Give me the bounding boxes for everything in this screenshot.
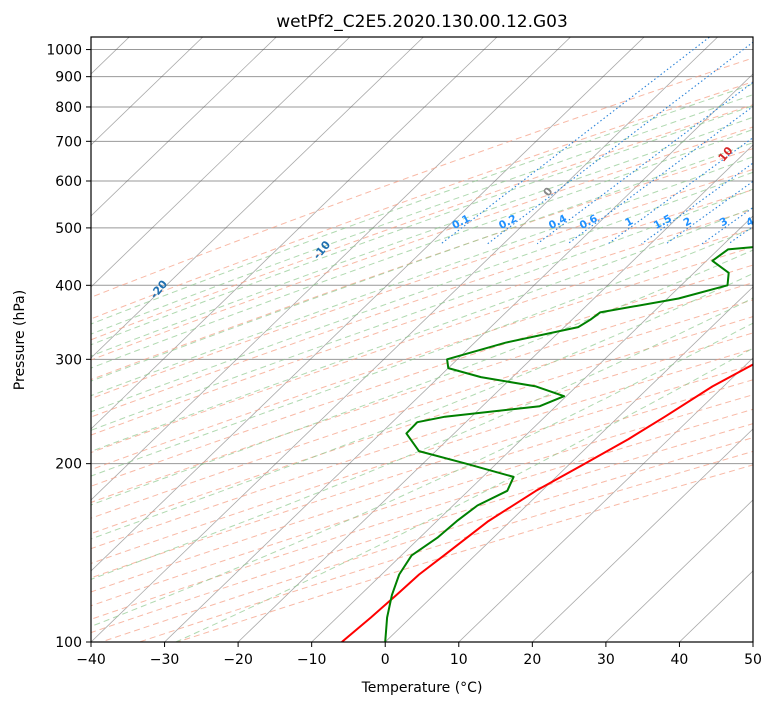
dry-adiabat-line bbox=[91, 246, 753, 471]
dry-adiabat-line bbox=[91, 364, 753, 579]
x-tick-label: 40 bbox=[671, 652, 689, 668]
axes: −40 −30 −20 −10 0 10 20 30 40 50 100 200 300 400 500 60… bbox=[46, 43, 762, 668]
dry-adiabat-line bbox=[91, 104, 753, 341]
isotherm-line bbox=[532, 428, 753, 642]
x-tick-label: −40 bbox=[76, 652, 106, 668]
isotherm-line bbox=[91, 37, 277, 217]
dry-adiabat-line bbox=[91, 332, 753, 550]
moist-adiabat-line bbox=[91, 156, 753, 397]
moist-adiabat-line bbox=[91, 273, 753, 540]
mixing-ratio-line bbox=[641, 162, 753, 245]
isotherm-line bbox=[311, 215, 753, 642]
moist-adiabat-line bbox=[91, 249, 753, 506]
x-tick-label: 0 bbox=[381, 652, 390, 668]
mixing-ratio-line bbox=[665, 180, 753, 245]
dry-adiabat-line bbox=[91, 208, 753, 436]
mixing-ratio-label: 4 bbox=[744, 215, 756, 229]
moist-adiabat-line bbox=[91, 188, 753, 431]
isotherm-line bbox=[605, 499, 753, 642]
moist-adiabat-line bbox=[91, 94, 753, 335]
dry-adiabat-label: 10 bbox=[716, 144, 736, 164]
plot-area bbox=[91, 25, 775, 642]
y-tick-label: 900 bbox=[55, 70, 82, 86]
dry-adiabat-line bbox=[91, 81, 753, 320]
mixing-ratio-label: 0.1 bbox=[450, 213, 472, 232]
y-tick-label: 1000 bbox=[46, 43, 82, 59]
sounding-series bbox=[341, 246, 753, 642]
mixing-ratio-line bbox=[728, 225, 753, 245]
mixing-ratio-line bbox=[440, 37, 711, 245]
isotherm-line bbox=[91, 37, 351, 288]
isotherm-line bbox=[91, 37, 571, 501]
moist-adiabats bbox=[91, 83, 753, 642]
chart-title: wetPf2_C2E5.2020.130.00.12.G03 bbox=[276, 12, 568, 32]
y-tick-label: 500 bbox=[55, 221, 82, 237]
x-tick-label: 30 bbox=[597, 652, 615, 668]
isotherm-line bbox=[237, 144, 753, 642]
dry-adiabat-line bbox=[91, 299, 753, 519]
moist-adiabat-line bbox=[91, 116, 753, 357]
mixing-ratio-line bbox=[487, 41, 753, 245]
moist-adiabat-line bbox=[91, 171, 753, 413]
y-tick-label: 800 bbox=[55, 100, 82, 116]
y-tick-label: 200 bbox=[55, 457, 82, 473]
x-axis-label: Temperature (°C) bbox=[361, 680, 483, 696]
isotherm-line bbox=[164, 73, 753, 642]
x-tick-label: 20 bbox=[523, 652, 541, 668]
y-tick-label: 700 bbox=[55, 134, 82, 150]
moist-adiabat-line bbox=[91, 322, 753, 627]
dry-adiabat-line bbox=[91, 264, 753, 487]
dry-adiabat-line bbox=[91, 379, 753, 593]
temperature-profile-line bbox=[341, 363, 753, 642]
mixing-ratio-label: 0.6 bbox=[578, 213, 600, 232]
moist-adiabat-line bbox=[175, 347, 753, 642]
isotherm-line bbox=[91, 37, 498, 430]
dry-adiabat-label: -10 bbox=[310, 238, 333, 262]
x-tick-label: 50 bbox=[744, 652, 762, 668]
dewpoint-profile-line bbox=[384, 246, 753, 642]
isotherm-line bbox=[91, 37, 204, 146]
isotherm-line bbox=[384, 286, 753, 642]
mixing-ratio-line bbox=[536, 81, 753, 245]
plot-frame bbox=[90, 36, 754, 643]
moist-adiabat-line bbox=[91, 105, 753, 346]
mixing-ratio-lines bbox=[440, 25, 775, 245]
x-tick-label: −10 bbox=[297, 652, 327, 668]
y-tick-label: 300 bbox=[55, 352, 82, 368]
x-tick-label: 10 bbox=[450, 652, 468, 668]
y-tick-label: 600 bbox=[55, 174, 82, 190]
isotherm-line bbox=[91, 37, 424, 359]
mixing-ratio-line bbox=[607, 136, 753, 245]
mixing-ratio-label: 0.2 bbox=[497, 213, 519, 232]
isotherm-line bbox=[679, 570, 753, 642]
y-tick-label: 400 bbox=[55, 278, 82, 294]
isotherm-line bbox=[91, 37, 718, 642]
x-tick-label: −30 bbox=[150, 652, 180, 668]
mixing-ratio-line bbox=[767, 25, 775, 244]
isotherm-line bbox=[752, 641, 753, 642]
x-tick-label: −20 bbox=[223, 652, 253, 668]
isotherm-line bbox=[458, 357, 753, 642]
mixing-ratio-label: 1 bbox=[623, 215, 635, 229]
y-tick-label: 100 bbox=[55, 635, 82, 651]
dry-adiabat-line bbox=[91, 408, 753, 620]
dry-adiabat-line bbox=[91, 57, 753, 298]
isotherm-lines bbox=[91, 37, 753, 642]
dry-adiabat-label: -20 bbox=[148, 277, 171, 301]
isotherm-line bbox=[91, 37, 645, 572]
dry-adiabat-line bbox=[91, 168, 753, 400]
moist-adiabat-line bbox=[91, 83, 753, 325]
mixing-ratio-label: 2 bbox=[682, 215, 694, 229]
dry-adiabat-line bbox=[91, 126, 753, 361]
dry-adiabat-line bbox=[101, 437, 753, 642]
y-axis-label: Pressure (hPa) bbox=[12, 290, 28, 390]
